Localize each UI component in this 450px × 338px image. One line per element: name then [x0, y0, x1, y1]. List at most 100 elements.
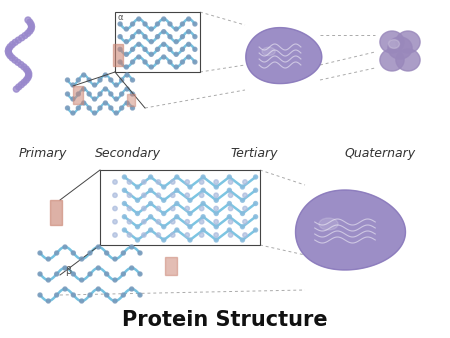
Circle shape	[122, 175, 126, 179]
Circle shape	[201, 215, 205, 219]
Circle shape	[156, 193, 161, 197]
Circle shape	[193, 22, 197, 26]
Circle shape	[180, 22, 184, 26]
Circle shape	[228, 233, 233, 237]
Ellipse shape	[388, 40, 400, 48]
Text: Protein Structure: Protein Structure	[122, 310, 328, 330]
Circle shape	[135, 185, 140, 189]
Circle shape	[142, 206, 146, 211]
Circle shape	[122, 293, 126, 297]
Circle shape	[175, 215, 179, 219]
Circle shape	[174, 65, 178, 69]
Circle shape	[114, 97, 118, 101]
Circle shape	[175, 201, 179, 206]
Circle shape	[76, 78, 81, 82]
Circle shape	[21, 79, 27, 86]
Circle shape	[162, 42, 166, 46]
Circle shape	[156, 233, 161, 237]
Circle shape	[148, 201, 153, 206]
Circle shape	[199, 220, 204, 224]
Circle shape	[187, 55, 191, 59]
Circle shape	[214, 206, 218, 211]
Circle shape	[143, 60, 147, 64]
Circle shape	[7, 53, 13, 59]
Bar	[127, 94, 135, 106]
Circle shape	[80, 257, 84, 261]
Circle shape	[25, 30, 31, 37]
Circle shape	[109, 78, 113, 82]
Circle shape	[188, 198, 192, 202]
Circle shape	[104, 87, 108, 91]
Circle shape	[135, 198, 140, 202]
Circle shape	[156, 206, 161, 211]
Circle shape	[156, 180, 161, 184]
Circle shape	[148, 188, 153, 192]
Bar	[100, 170, 260, 245]
Circle shape	[96, 287, 100, 291]
Circle shape	[7, 44, 13, 50]
Circle shape	[187, 42, 191, 46]
Text: Quaternary: Quaternary	[345, 147, 416, 160]
Circle shape	[188, 185, 192, 189]
Circle shape	[122, 188, 126, 192]
Circle shape	[130, 245, 134, 249]
Circle shape	[66, 106, 69, 110]
Circle shape	[130, 287, 134, 291]
Circle shape	[162, 225, 166, 229]
Circle shape	[174, 27, 178, 31]
Circle shape	[87, 78, 91, 82]
Ellipse shape	[262, 47, 275, 55]
Circle shape	[96, 245, 100, 249]
Circle shape	[148, 175, 153, 179]
Circle shape	[122, 215, 126, 219]
Circle shape	[168, 60, 172, 64]
Circle shape	[201, 228, 205, 232]
Circle shape	[214, 185, 218, 189]
Circle shape	[162, 238, 166, 242]
Circle shape	[201, 175, 205, 179]
Circle shape	[104, 101, 108, 105]
Circle shape	[168, 47, 172, 51]
Circle shape	[227, 215, 231, 219]
Circle shape	[199, 193, 204, 197]
Circle shape	[180, 47, 184, 51]
Circle shape	[171, 193, 175, 197]
Circle shape	[188, 225, 192, 229]
Circle shape	[127, 206, 132, 211]
Circle shape	[120, 106, 124, 110]
Circle shape	[171, 233, 175, 237]
Circle shape	[28, 21, 34, 27]
Circle shape	[125, 87, 129, 91]
Circle shape	[12, 39, 18, 45]
Circle shape	[156, 47, 159, 51]
Circle shape	[71, 111, 75, 115]
Circle shape	[113, 257, 117, 261]
Circle shape	[138, 251, 142, 255]
Circle shape	[156, 60, 159, 64]
Circle shape	[23, 77, 29, 83]
Circle shape	[18, 62, 24, 68]
Text: β: β	[65, 266, 72, 276]
Circle shape	[193, 60, 197, 64]
Circle shape	[93, 83, 97, 87]
Circle shape	[214, 180, 218, 184]
Circle shape	[201, 201, 205, 206]
Circle shape	[174, 40, 178, 44]
Circle shape	[174, 52, 178, 56]
Circle shape	[124, 65, 128, 69]
Circle shape	[118, 60, 122, 64]
Circle shape	[118, 35, 122, 39]
Circle shape	[143, 22, 147, 26]
Circle shape	[18, 82, 24, 88]
Circle shape	[185, 233, 189, 237]
Circle shape	[228, 193, 233, 197]
Circle shape	[162, 55, 166, 59]
Circle shape	[54, 293, 58, 297]
Circle shape	[175, 188, 179, 192]
Circle shape	[26, 71, 32, 76]
Circle shape	[227, 175, 231, 179]
Circle shape	[114, 111, 118, 115]
Circle shape	[113, 180, 117, 184]
Circle shape	[175, 175, 179, 179]
Circle shape	[240, 198, 244, 202]
